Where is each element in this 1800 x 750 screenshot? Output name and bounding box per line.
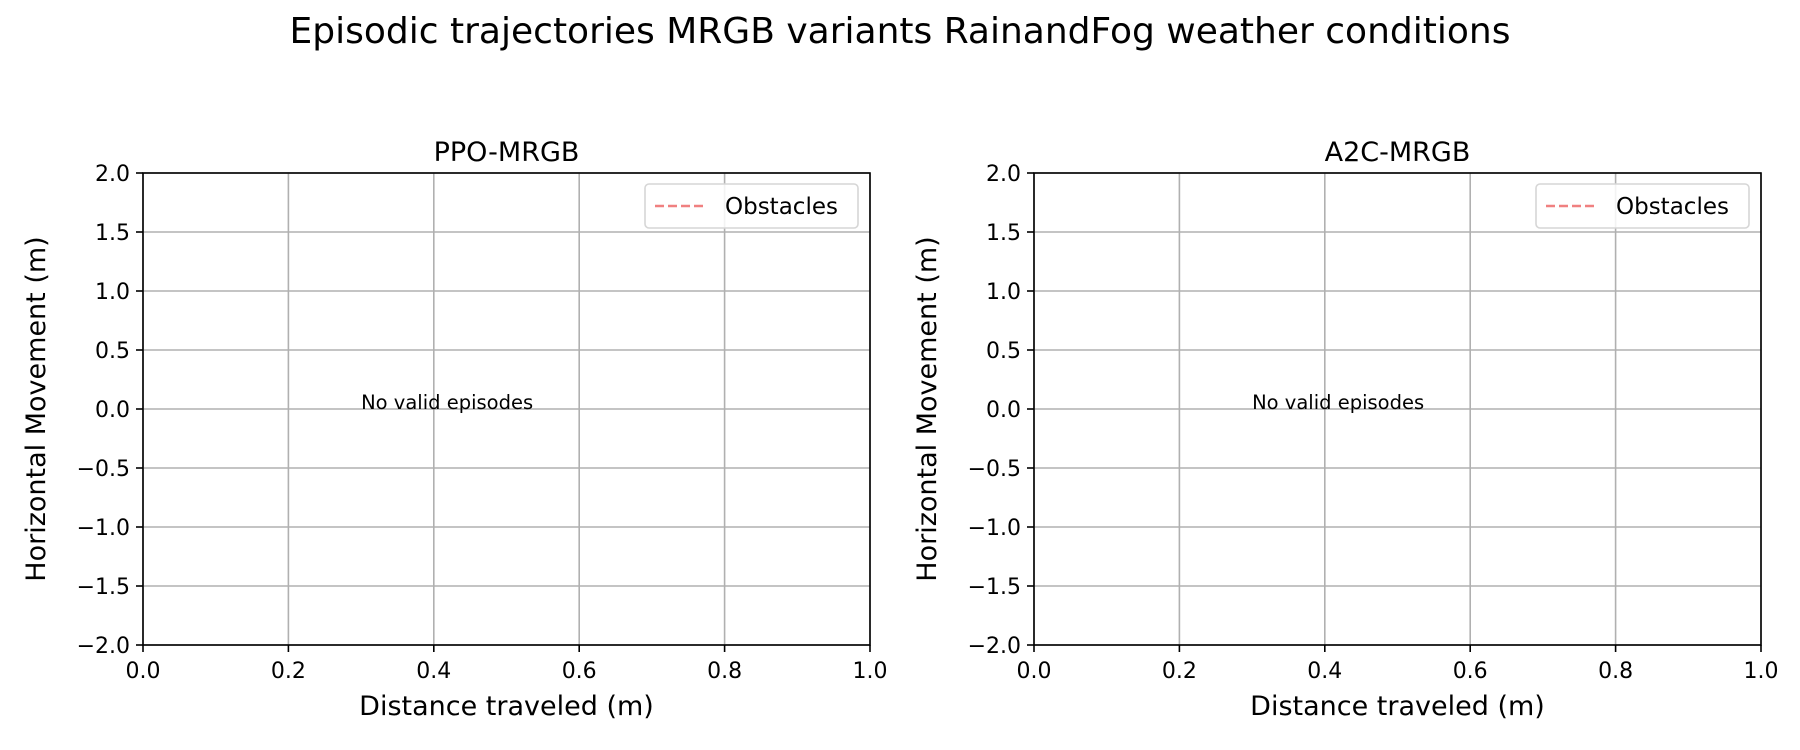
x-axis-label: Distance traveled (m) bbox=[1250, 691, 1545, 722]
x-tick-label: 0.2 bbox=[1162, 659, 1197, 684]
no-data-annotation: No valid episodes bbox=[1252, 391, 1424, 414]
x-tick-label: 0.0 bbox=[126, 659, 161, 684]
y-tick-label: 1.5 bbox=[95, 221, 130, 246]
legend: Obstacles bbox=[1535, 183, 1750, 229]
legend-box bbox=[1535, 183, 1750, 229]
y-tick-label: −0.5 bbox=[77, 457, 130, 482]
x-tick-label: 0.6 bbox=[1453, 659, 1488, 684]
x-tick-label: 0.6 bbox=[562, 659, 597, 684]
subplot-title: A2C-MRGB bbox=[1325, 137, 1471, 168]
x-tick-label: 0.0 bbox=[1017, 659, 1052, 684]
y-tick-label: 2.0 bbox=[986, 162, 1021, 187]
x-tick-label: 0.8 bbox=[707, 659, 742, 684]
y-tick-label: −1.0 bbox=[77, 516, 130, 541]
figure-title: Episodic trajectories MRGB variants Rain… bbox=[290, 11, 1511, 52]
y-tick-label: −0.5 bbox=[968, 457, 1021, 482]
y-tick-label: −2.0 bbox=[77, 634, 130, 659]
y-tick-label: −1.5 bbox=[77, 575, 130, 600]
y-tick-label: 0.0 bbox=[95, 398, 130, 423]
y-tick-label: 0.5 bbox=[95, 339, 130, 364]
x-tick-label: 0.4 bbox=[416, 659, 451, 684]
legend-label: Obstacles bbox=[1616, 194, 1729, 220]
y-tick-label: −1.5 bbox=[968, 575, 1021, 600]
legend: Obstacles bbox=[644, 183, 859, 229]
subplot-a2c-mrgb: 0.0 0.2 0.4 0.6 0.8 1.0 2.0 1.5 1.0 0.5 0.0 −0.5 −1.… bbox=[912, 137, 1779, 722]
subplot-title: PPO-MRGB bbox=[434, 137, 580, 168]
x-axis-label: Distance traveled (m) bbox=[359, 691, 654, 722]
y-axis-label: Horizontal Movement (m) bbox=[912, 236, 943, 581]
y-tick-label: 1.5 bbox=[986, 221, 1021, 246]
y-tick-label: 2.0 bbox=[95, 162, 130, 187]
x-tick-label: 1.0 bbox=[853, 659, 888, 684]
y-tick-label: 0.0 bbox=[986, 398, 1021, 423]
x-tick-label: 0.8 bbox=[1598, 659, 1633, 684]
y-tick-label: 1.0 bbox=[986, 280, 1021, 305]
y-tick-label: 0.5 bbox=[986, 339, 1021, 364]
x-tick-label: 0.2 bbox=[271, 659, 306, 684]
y-tick-label: −1.0 bbox=[968, 516, 1021, 541]
x-tick-label: 0.4 bbox=[1307, 659, 1342, 684]
no-data-annotation: No valid episodes bbox=[361, 391, 533, 414]
x-tick-label: 1.0 bbox=[1744, 659, 1779, 684]
y-tick-label: 1.0 bbox=[95, 280, 130, 305]
legend-box bbox=[644, 183, 859, 229]
legend-label: Obstacles bbox=[725, 194, 838, 220]
subplot-ppo-mrgb: 0.0 0.2 0.4 0.6 0.8 1.0 2.0 1.5 1.0 0.5 0.0 −0.5 −1.… bbox=[21, 137, 888, 722]
y-tick-label: −2.0 bbox=[968, 634, 1021, 659]
y-axis-label: Horizontal Movement (m) bbox=[21, 236, 52, 581]
